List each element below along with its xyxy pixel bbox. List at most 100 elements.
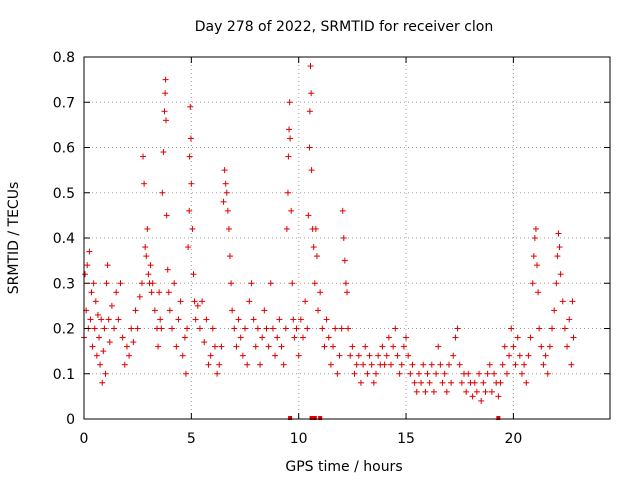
data-point [531,235,538,241]
data-point [551,307,558,314]
data-point [308,167,315,174]
data-point [315,307,322,314]
data-point [91,325,98,332]
data-point [561,325,568,332]
data-point [424,370,431,377]
data-point [149,280,156,287]
data-point [191,298,198,305]
data-point [355,352,362,359]
data-point [187,103,194,110]
data-point [484,370,491,377]
data-point [569,298,576,305]
data-point [312,225,319,232]
data-point [323,316,330,323]
axis-marker [312,416,317,420]
data-point [96,334,103,341]
data-point [192,316,199,323]
x-tick-label: 5 [187,431,196,447]
data-point [486,361,493,368]
data-point [319,325,326,332]
data-point [299,334,306,341]
data-point [497,379,504,386]
data-point [224,207,231,214]
data-point [160,149,167,156]
data-point [530,253,537,260]
data-point [257,361,264,368]
data-point [104,262,111,269]
data-point [445,361,452,368]
data-point [413,388,420,395]
data-point [512,361,519,368]
data-point [540,361,547,368]
data-point [441,370,448,377]
axis-marker [318,416,323,420]
data-point [297,316,304,323]
data-point [302,298,309,305]
data-point [390,343,397,350]
data-point [439,379,446,386]
data-point [250,316,257,323]
data-point [101,325,108,332]
data-point [478,397,485,404]
data-point [103,280,110,287]
data-point [186,207,193,214]
data-point [128,325,135,332]
data-point [117,280,124,287]
data-point [263,325,270,332]
data-point [420,361,427,368]
data-point [205,361,212,368]
data-point [84,262,91,269]
data-point [532,225,539,232]
data-point [403,334,410,341]
data-point [276,316,283,323]
data-point [510,343,517,350]
data-point [278,343,285,350]
data-point [311,280,318,287]
data-series [81,63,577,404]
data-point [407,370,414,377]
data-point [325,334,332,341]
data-point [554,253,561,260]
y-tick-label: 0.5 [53,186,75,202]
data-point [452,334,459,341]
data-point [194,302,201,309]
data-point [223,189,230,196]
data-point [327,361,334,368]
data-point [454,325,461,332]
data-point [286,99,293,106]
data-point [428,361,435,368]
data-point [443,388,450,395]
data-point [248,280,255,287]
data-point [344,289,350,296]
data-point [143,253,150,260]
data-point [430,388,437,395]
data-point [360,361,367,368]
data-point [342,280,349,287]
axis-marker [288,416,293,420]
data-point [140,153,147,160]
data-point [473,388,480,395]
data-point [166,307,173,314]
x-axis: 0 5 10 15 20 [80,57,522,447]
data-point [516,352,523,359]
data-point [362,343,369,350]
data-point [189,225,196,232]
data-point [145,271,152,278]
data-point [559,298,566,305]
data-point [235,316,242,323]
data-point [201,339,208,346]
data-point [556,244,563,251]
data-point [239,352,246,359]
data-point [501,343,508,350]
data-point [295,352,302,359]
data-point [199,298,206,305]
data-point [237,334,244,341]
data-point [158,325,165,332]
data-point [415,370,422,377]
data-point [188,180,195,187]
axis-marker [496,416,501,420]
data-point [90,280,97,287]
data-point [136,293,143,300]
data-point [566,316,573,323]
